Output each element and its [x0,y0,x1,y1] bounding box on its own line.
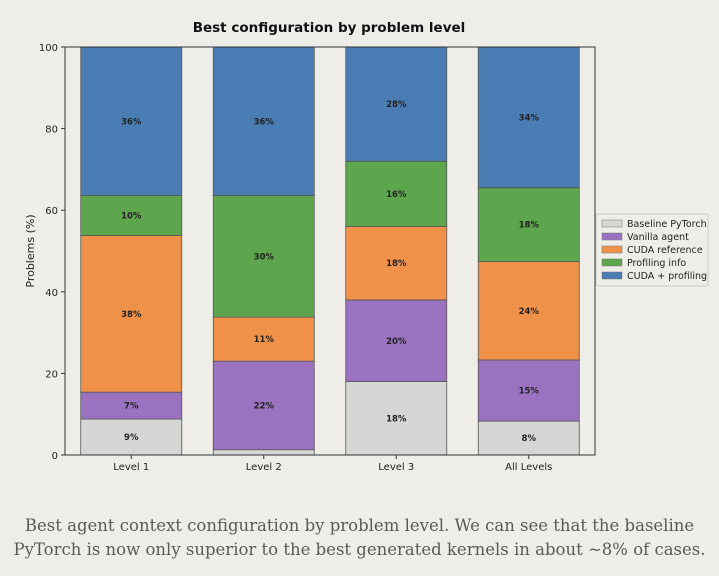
y-axis-label: Problems (%) [24,214,37,287]
bar-segment-vanilla-agent [345,299,448,382]
x-tick-label: All Levels [505,462,552,473]
stacked-bar-chart: Best configuration by problem level Prob… [24,20,709,473]
data-label: 11% [254,335,275,345]
legend: Baseline PyTorch Vanilla agent CUDA refere… [595,213,709,287]
legend-swatch [601,271,623,280]
chart-title: Best configuration by problem level [193,20,466,36]
bar-segment-cuda-reference [80,235,183,393]
data-label: 9% [124,433,139,443]
legend-box [595,213,709,287]
caption-line-2: PyTorch is now only superior to the best… [13,540,706,559]
legend-label: CUDA + profiling [627,271,707,282]
bar-segment-profiling-info [345,160,448,227]
bar-segment-cuda-profiling [212,46,315,196]
data-label: 15% [519,387,540,397]
legend-swatch [601,232,623,241]
legend-swatch [601,219,623,228]
x-tick-label: Level 3 [378,462,414,473]
data-label: 18% [519,221,540,231]
bar-segment-profiling-info [80,195,183,236]
plot-frame [64,46,596,456]
bar-segment-vanilla-agent [477,359,580,422]
data-label: 30% [254,252,275,262]
legend-label: Baseline PyTorch [627,219,707,230]
y-tick-label: 60 [45,206,58,217]
data-label: 10% [121,212,142,222]
data-label: 18% [386,414,407,424]
x-tick-label: Level 1 [113,462,149,473]
data-label: 28% [386,100,407,110]
y-tick-label: 100 [39,43,58,54]
data-label: 18% [386,259,407,269]
data-label: 34% [519,113,540,123]
bar-segment-cuda-reference [212,316,315,362]
y-tick-label: 80 [45,125,58,136]
y-tick-label: 40 [45,288,58,299]
bar-segment-baseline-pytorch [477,420,580,456]
bar-segment-baseline-pytorch [80,418,183,456]
data-label: 38% [121,310,142,320]
bar-segment-cuda-reference [345,226,448,301]
y-tick-label: 0 [52,451,58,462]
y-tick-label: 20 [45,369,58,380]
data-label: 16% [386,190,407,200]
legend-swatch [601,258,623,267]
data-label: 7% [124,402,139,412]
data-label: 24% [519,307,540,317]
legend-swatch [601,245,623,254]
legend-label: CUDA reference [627,245,703,256]
bar-segment-cuda-profiling [477,46,580,189]
legend-label: Vanilla agent [627,232,689,243]
bar-segment-baseline-pytorch [345,381,448,456]
data-label: 20% [386,337,407,347]
data-label: 36% [254,117,275,127]
bar-segment-profiling-info [212,195,315,318]
legend-label: Profiling info [627,258,686,269]
bar-segment-cuda-reference [477,261,580,361]
caption-line-1: Best agent context configuration by prob… [24,516,695,535]
data-label: 36% [121,117,142,127]
bar-segment-cuda-profiling [345,46,448,162]
x-tick-label: Level 2 [246,462,282,473]
bar-segment-baseline-pytorch [212,449,315,456]
bar-segment-vanilla-agent [212,360,315,451]
bar-segment-cuda-profiling [80,46,183,196]
data-label: 8% [522,434,537,444]
data-label: 22% [254,401,275,411]
